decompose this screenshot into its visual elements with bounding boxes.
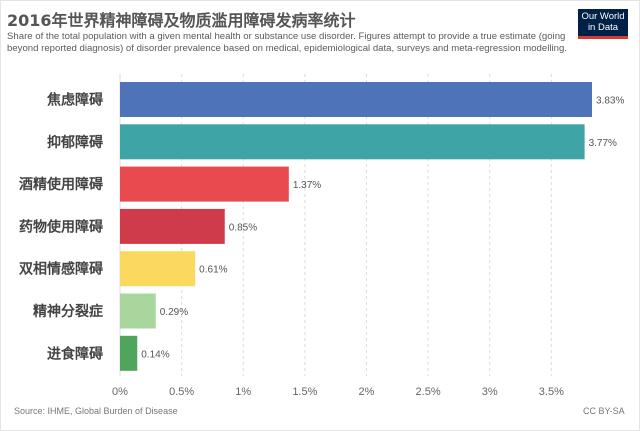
- category-label: 进食障碍: [47, 345, 103, 362]
- logo-line-1: Our World: [581, 11, 625, 22]
- x-tick-label: 2.5%: [416, 386, 441, 398]
- data-label: 0.29%: [160, 307, 188, 318]
- data-label: 3.83%: [596, 96, 624, 107]
- x-tick-label: 3.5%: [539, 386, 564, 398]
- chart-subtitle: Share of the total population with a giv…: [7, 31, 567, 54]
- x-tick-label: 0.5%: [169, 386, 194, 398]
- owid-logo[interactable]: Our World in Data: [578, 9, 628, 39]
- chart-title: 2016年世界精神障碍及物质滥用障碍发病率统计: [7, 11, 356, 30]
- data-label: 1.37%: [293, 180, 321, 191]
- bar: [120, 251, 196, 287]
- x-tick-label: 1.5%: [292, 386, 317, 398]
- bar: [120, 335, 138, 371]
- x-tick-label: 2%: [359, 386, 375, 398]
- bar: [120, 166, 289, 202]
- category-label: 酒精使用障碍: [19, 176, 103, 193]
- x-tick-label: 3%: [482, 386, 498, 398]
- data-label: 0.14%: [141, 349, 169, 360]
- bar: [120, 82, 592, 117]
- data-label: 0.61%: [199, 265, 227, 276]
- category-label: 焦虑障碍: [46, 92, 103, 109]
- category-label: 精神分裂症: [33, 303, 103, 320]
- logo-accent-bar: [578, 36, 628, 39]
- category-label: 药物使用障碍: [19, 218, 103, 235]
- bar: [120, 208, 225, 244]
- data-label: 0.85%: [229, 222, 257, 233]
- license-note[interactable]: CC BY-SA: [583, 406, 625, 416]
- x-tick-label: 1%: [235, 386, 251, 398]
- bar: [120, 293, 156, 329]
- bar: [120, 124, 585, 160]
- x-tick-label: 0%: [112, 386, 128, 398]
- logo-line-2: in Data: [587, 21, 619, 33]
- category-label: 抑郁障碍: [47, 134, 103, 151]
- data-label: 3.77%: [589, 138, 617, 149]
- source-note[interactable]: Source: IHME, Global Burden of Disease: [14, 406, 178, 416]
- category-label: 双相情感障碍: [19, 261, 103, 278]
